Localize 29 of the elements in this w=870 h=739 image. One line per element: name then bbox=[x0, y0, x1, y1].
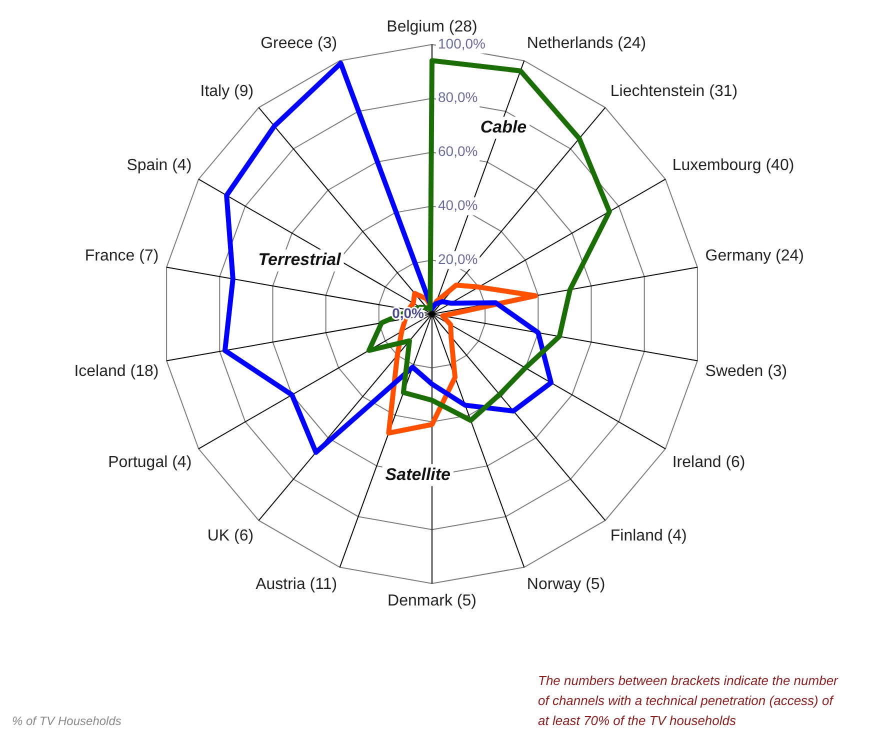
spoke-label: Norway (5) bbox=[526, 576, 606, 593]
spoke-label: Finland (4) bbox=[610, 528, 687, 545]
spoke-label: UK (6) bbox=[207, 528, 254, 545]
spoke-label: Netherlands (24) bbox=[526, 35, 646, 52]
series-label: Cable bbox=[480, 117, 527, 136]
y-tick-label: 0,0% bbox=[392, 304, 425, 321]
text: % of TV Households bbox=[12, 714, 122, 728]
series-label: Satellite bbox=[385, 464, 451, 484]
y-tick-label: 100,0% bbox=[438, 35, 486, 52]
spoke-label: Germany (24) bbox=[705, 248, 804, 265]
spoke-label: Sweden (3) bbox=[705, 363, 788, 380]
y-tick-label: 40,0% bbox=[438, 197, 478, 214]
spoke-label: France (7) bbox=[84, 248, 159, 265]
spoke-label: Italy (9) bbox=[200, 83, 254, 100]
spoke-label: Spain (4) bbox=[126, 157, 192, 174]
y-tick-label: 20,0% bbox=[438, 250, 478, 267]
text: The numbers between brackets indicate the number of channels with a technical penetration (access) of at least 70% of the TV households bbox=[538, 673, 839, 728]
spoke-label: Denmark (5) bbox=[388, 592, 476, 610]
spoke-label: Greece (3) bbox=[260, 35, 338, 52]
series-label: Terrestrial bbox=[258, 250, 342, 270]
y-tick-label: 60,0% bbox=[438, 143, 478, 160]
y-tick-label: 80,0% bbox=[438, 89, 478, 106]
spoke-label: Luxembourg (40) bbox=[672, 157, 794, 174]
spoke-label: Liechtenstein (31) bbox=[610, 83, 738, 100]
spoke-label: Iceland (18) bbox=[74, 363, 159, 380]
spoke-label: Ireland (6) bbox=[672, 454, 746, 471]
spoke-label: Portugal (4) bbox=[108, 454, 192, 471]
spoke-label: Austria (11) bbox=[256, 576, 338, 593]
spoke-label: Belgium (28) bbox=[386, 18, 478, 36]
